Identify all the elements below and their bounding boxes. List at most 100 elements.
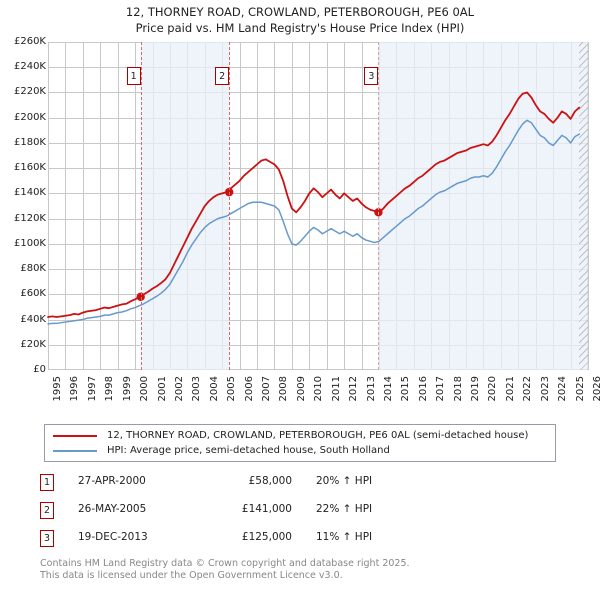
x-tick-label: 2022 (522, 376, 534, 402)
x-tick-label: 2016 (417, 376, 429, 402)
grid-line-vertical (82, 42, 84, 370)
x-tick-label: 2025 (574, 376, 586, 402)
grid-line-vertical (257, 42, 259, 370)
grid-line-vertical (291, 42, 293, 370)
x-tick-label: 2015 (400, 376, 412, 402)
table-row[interactable]: 1 27-APR-2000 £58,000 20% ↑ HPI (40, 472, 460, 500)
footer-attribution: Contains HM Land Registry data © Crown c… (40, 558, 560, 582)
grid-line-horizontal (48, 92, 588, 94)
transaction-price: £58,000 (248, 475, 292, 487)
x-tick-label: 2017 (435, 376, 447, 402)
table-row[interactable]: 2 26-MAY-2005 £141,000 22% ↑ HPI (40, 500, 460, 528)
grid-line-horizontal (48, 269, 588, 271)
transaction-hpi-delta: 22% ↑ HPI (316, 503, 373, 515)
x-tick-label: 2009 (295, 376, 307, 402)
x-tick-label: 1999 (121, 376, 133, 402)
grid-line-vertical (588, 42, 589, 370)
grid-line-vertical (135, 42, 137, 370)
grid-line-vertical (239, 42, 241, 370)
x-tick-label: 2013 (365, 376, 377, 402)
x-tick-label: 1998 (104, 376, 116, 402)
x-axis: 1995 1996 1997 1998 1999 2000 2001 2002 2003 2004… (48, 374, 600, 414)
transaction-date: 27-APR-2000 (78, 475, 146, 487)
transactions-table: 1 27-APR-2000 £58,000 20% ↑ HPI 2 26-MAY-2005… (40, 472, 460, 556)
y-tick-label: £0 (33, 364, 46, 375)
shaded-span (140, 42, 230, 370)
transaction-date: 26-MAY-2005 (78, 503, 147, 515)
legend-item: 12, THORNEY ROAD, CROWLAND, PETERBOROUGH… (51, 428, 549, 443)
grid-line-vertical (361, 42, 363, 370)
x-tick-label: 2008 (278, 376, 290, 402)
x-tick-label: 2021 (504, 376, 516, 402)
y-tick-label: £60K (20, 288, 46, 300)
event-dashed-line (378, 42, 380, 370)
transaction-date: 19-DEC-2013 (78, 531, 148, 543)
x-tick-label: 2006 (243, 376, 255, 402)
event-dashed-line (140, 42, 142, 370)
shaded-span (378, 42, 588, 370)
x-tick-label: 1997 (86, 376, 98, 402)
grid-line-vertical (117, 42, 119, 370)
x-tick-label: 2020 (487, 376, 499, 402)
transaction-price: £125,000 (241, 531, 292, 543)
grid-line-horizontal (48, 142, 588, 144)
y-tick-label: £80K (20, 263, 46, 275)
grid-line-horizontal (48, 168, 588, 170)
x-tick-label: 2023 (539, 376, 551, 402)
y-tick-label: £100K (13, 237, 46, 249)
grid-line-horizontal (48, 319, 588, 321)
event-flag-1[interactable]: 1 (126, 67, 141, 85)
grid-line-horizontal (48, 218, 588, 220)
footer-line-2: This data is licensed under the Open Gov… (40, 570, 343, 581)
legend-item-label: HPI: Average price, semi-detached house,… (107, 445, 390, 456)
y-tick-label: £220K (13, 86, 46, 98)
grid-line-horizontal (48, 344, 588, 346)
x-tick-label: 2019 (470, 376, 482, 402)
x-tick-label: 2011 (330, 376, 342, 402)
event-flag-3[interactable]: 3 (364, 67, 379, 85)
y-tick-label: £20K (20, 338, 46, 350)
legend-item-label: 12, THORNEY ROAD, CROWLAND, PETERBOROUGH… (107, 430, 529, 441)
y-tick-label: £160K (13, 162, 46, 174)
grid-line-horizontal (48, 117, 588, 119)
grid-line-horizontal (48, 243, 588, 245)
transaction-index-badge: 2 (40, 502, 54, 519)
title-line-subtitle: Price paid vs. HM Land Registry's House … (135, 21, 465, 35)
page-title: 12, THORNEY ROAD, CROWLAND, PETERBOROUGH… (0, 4, 600, 36)
x-tick-label: 2001 (156, 376, 168, 402)
event-flag-2[interactable]: 2 (215, 67, 230, 85)
transaction-index-badge: 1 (40, 474, 54, 491)
x-tick-label: 2004 (208, 376, 220, 402)
title-line-address: 12, THORNEY ROAD, CROWLAND, PETERBOROUGH… (125, 5, 475, 19)
x-tick-label: 2003 (191, 376, 203, 402)
grid-line-horizontal (48, 67, 588, 69)
x-tick-label: 2002 (173, 376, 185, 402)
y-axis: £0 £20K £40K £60K £80K £100K £120K £140K £160K £1… (0, 36, 600, 375)
footer-line-1: Contains HM Land Registry data © Crown c… (40, 558, 410, 569)
y-tick-label: £200K (13, 111, 46, 123)
grid-line-vertical (65, 42, 67, 370)
grid-line-vertical (309, 42, 311, 370)
series-layer (47, 91, 581, 325)
grid-line-horizontal (48, 193, 588, 195)
x-tick-label: 2018 (452, 376, 464, 402)
grid-line-vertical (326, 42, 328, 370)
series-line-property (47, 91, 581, 318)
transaction-hpi-delta: 20% ↑ HPI (316, 475, 373, 487)
transaction-price: £141,000 (241, 503, 292, 515)
chart-legend: 12, THORNEY ROAD, CROWLAND, PETERBOROUGH… (44, 424, 556, 462)
line-swatch-icon (53, 449, 97, 452)
y-tick-label: £120K (13, 212, 46, 224)
x-tick-label: 2026 (592, 376, 600, 402)
event-dashed-line (229, 42, 231, 370)
table-row[interactable]: 3 19-DEC-2013 £125,000 11% ↑ HPI (40, 528, 460, 556)
x-tick-label: 1995 (52, 376, 63, 402)
grid-line-horizontal (48, 294, 588, 296)
y-tick-label: £40K (20, 313, 46, 325)
legend-item: HPI: Average price, semi-detached house,… (51, 443, 549, 458)
y-tick-label: £180K (13, 136, 46, 148)
x-tick-label: 2014 (382, 376, 394, 402)
x-tick-label: 2012 (348, 376, 360, 402)
future-projection-hatch (579, 42, 588, 370)
